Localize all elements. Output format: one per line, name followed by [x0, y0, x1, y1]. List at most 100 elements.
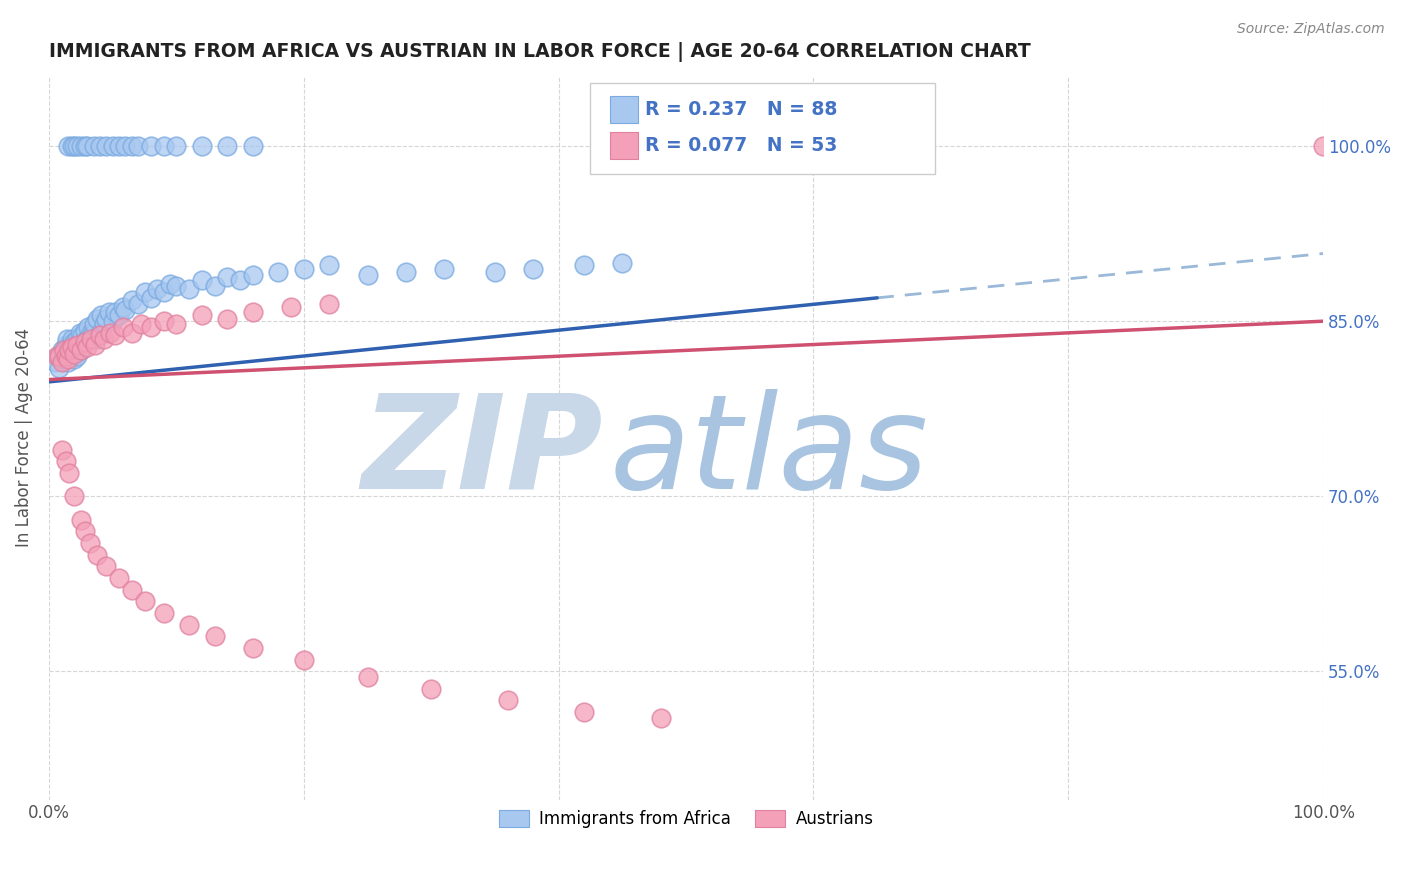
Point	[69, 512, 91, 526]
Point	[191, 139, 214, 153]
Point	[229, 273, 252, 287]
Point	[80, 326, 103, 340]
Point	[89, 139, 111, 153]
Point	[48, 349, 70, 363]
Point	[242, 305, 264, 319]
Point	[63, 489, 86, 503]
Point	[114, 302, 136, 317]
Point	[242, 640, 264, 655]
Point	[55, 454, 77, 468]
Point	[51, 355, 73, 369]
Point	[101, 314, 124, 328]
Point	[66, 337, 89, 351]
Point	[134, 285, 156, 299]
Point	[60, 349, 83, 363]
Point	[70, 328, 93, 343]
Point	[89, 326, 111, 340]
Point	[204, 629, 226, 643]
Text: Source: ZipAtlas.com: Source: ZipAtlas.com	[1237, 22, 1385, 37]
Point	[217, 311, 239, 326]
Point	[56, 340, 79, 354]
Point	[76, 139, 98, 153]
Point	[146, 281, 169, 295]
Point	[496, 693, 519, 707]
Point	[63, 139, 86, 153]
Text: R = 0.237   N = 88: R = 0.237 N = 88	[645, 100, 838, 119]
Legend: Immigrants from Africa, Austrians: Immigrants from Africa, Austrians	[492, 803, 880, 835]
Point	[96, 139, 118, 153]
Point	[139, 320, 162, 334]
Point	[69, 343, 91, 358]
Point	[93, 317, 115, 331]
Point	[58, 466, 80, 480]
Point	[51, 343, 73, 358]
Text: R = 0.077   N = 53: R = 0.077 N = 53	[645, 136, 838, 155]
Y-axis label: In Labor Force | Age 20-64: In Labor Force | Age 20-64	[15, 328, 32, 548]
Point	[159, 277, 181, 291]
Point	[96, 559, 118, 574]
Point	[612, 256, 634, 270]
Point	[79, 536, 101, 550]
Point	[60, 340, 83, 354]
Point	[280, 300, 302, 314]
Point	[152, 285, 174, 299]
FancyBboxPatch shape	[610, 95, 638, 123]
Point	[82, 328, 104, 343]
Point	[108, 139, 131, 153]
Point	[420, 681, 443, 696]
Point	[72, 335, 94, 350]
Point	[73, 335, 96, 350]
Point	[165, 139, 187, 153]
Point	[572, 258, 595, 272]
Point	[101, 139, 124, 153]
Point	[51, 442, 73, 457]
Point	[318, 258, 340, 272]
Point	[165, 279, 187, 293]
Point	[179, 617, 201, 632]
Point	[98, 326, 121, 340]
Point	[217, 139, 239, 153]
Point	[86, 311, 108, 326]
Point	[179, 281, 201, 295]
Point	[1312, 139, 1334, 153]
Point	[356, 670, 378, 684]
Point	[267, 265, 290, 279]
Point	[52, 351, 75, 366]
Point	[121, 293, 143, 308]
Point	[58, 343, 80, 358]
Point	[73, 139, 96, 153]
Point	[66, 332, 89, 346]
Point	[356, 268, 378, 282]
Point	[204, 279, 226, 293]
Point	[69, 139, 91, 153]
Point	[484, 265, 506, 279]
Point	[152, 139, 174, 153]
Point	[96, 311, 118, 326]
Point	[80, 332, 103, 346]
Point	[127, 139, 149, 153]
Point	[66, 349, 89, 363]
Point	[83, 337, 105, 351]
Point	[217, 269, 239, 284]
Point	[522, 261, 544, 276]
Point	[53, 343, 76, 358]
Point	[58, 347, 80, 361]
Text: ZIP: ZIP	[361, 389, 603, 516]
Point	[318, 296, 340, 310]
Point	[165, 317, 187, 331]
Point	[55, 337, 77, 351]
Point	[83, 139, 105, 153]
Point	[63, 335, 86, 350]
Point	[111, 320, 134, 334]
Point	[45, 349, 67, 363]
Point	[139, 139, 162, 153]
Point	[650, 711, 672, 725]
Point	[73, 324, 96, 338]
Point	[129, 317, 152, 331]
Point	[83, 317, 105, 331]
Point	[108, 309, 131, 323]
Point	[104, 328, 127, 343]
Point	[48, 360, 70, 375]
Point	[395, 265, 418, 279]
Point	[77, 320, 100, 334]
